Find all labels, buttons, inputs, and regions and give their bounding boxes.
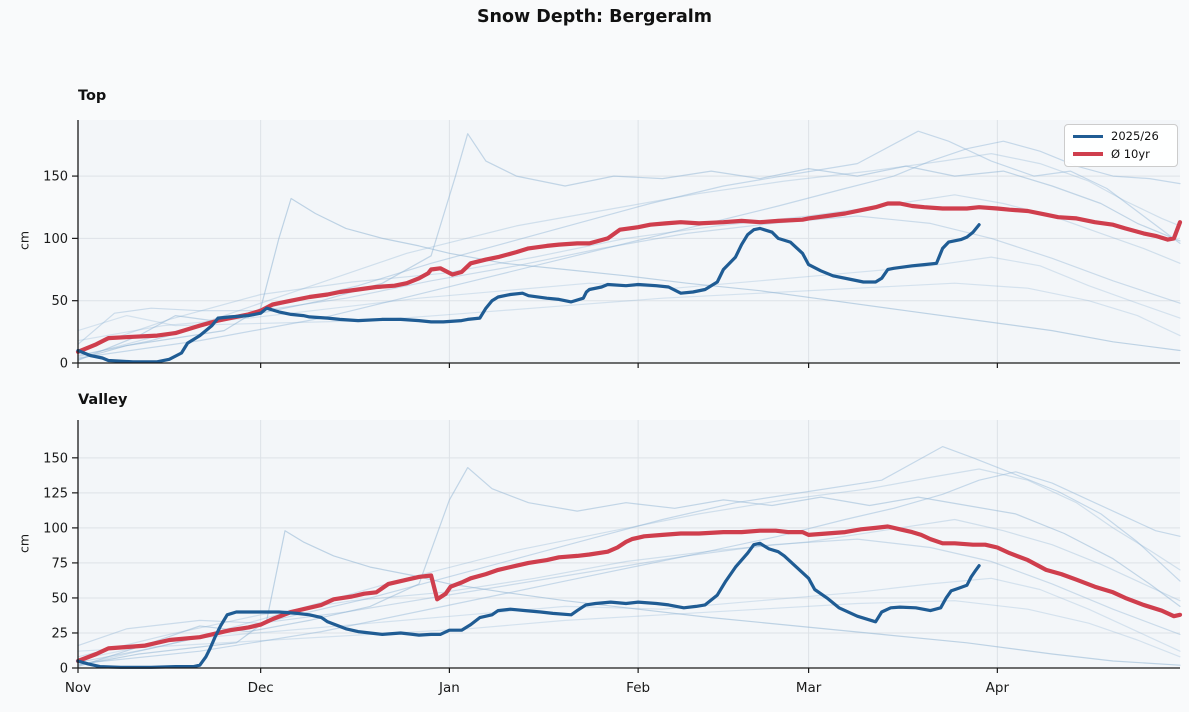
legend-swatch-2025-26-line	[1073, 135, 1103, 139]
history-season-line	[77, 153, 1181, 358]
legend: 2025/26 Ø 10yr	[1064, 124, 1178, 167]
y-axis-label-valley: cm	[16, 533, 32, 554]
history-season-line	[77, 471, 1181, 665]
y-tick-label: 25	[51, 626, 68, 641]
history-season-line	[77, 140, 1181, 359]
y-tick-label: 150	[43, 451, 68, 466]
history-season-line	[77, 530, 1181, 666]
legend-label: 2025/26	[1111, 129, 1159, 143]
page-title: Snow Depth: Bergeralm	[476, 7, 713, 27]
y-tick-label: 150	[43, 170, 68, 185]
x-tick-label: Apr	[986, 680, 1010, 696]
x-tick-label: Nov	[65, 680, 91, 696]
y-tick-label: 100	[43, 521, 68, 536]
history-season-line	[77, 600, 1181, 658]
x-tick-label: Mar	[796, 680, 822, 696]
y-tick-label: 0	[60, 662, 68, 677]
average-line	[75, 524, 1183, 664]
y-tick-label: 50	[51, 591, 68, 606]
plot-area	[78, 120, 1180, 363]
y-tick-label: 0	[60, 357, 68, 372]
legend-swatch-10yr-average-line	[1073, 152, 1103, 157]
current-season-line	[76, 541, 981, 669]
x-tick-label: Dec	[248, 680, 274, 696]
history-season-line	[77, 468, 1181, 666]
subplot-title-top: Top	[78, 88, 107, 104]
history-season-line	[77, 577, 1181, 661]
plot-area	[78, 420, 1180, 668]
subplot-title-valley: Valley	[78, 392, 128, 408]
y-axis-label-top: cm	[16, 230, 32, 251]
legend-item-10yr-average: Ø 10yr	[1073, 146, 1169, 161]
legend-label: Ø 10yr	[1111, 146, 1150, 161]
average-line	[75, 201, 1183, 354]
y-tick-label: 50	[51, 294, 68, 309]
history-season-line	[77, 467, 1181, 668]
y-tick-label: 100	[43, 232, 68, 247]
history-season-line	[77, 538, 1181, 647]
y-tick-label: 75	[51, 556, 68, 571]
x-tick-label: Jan	[438, 680, 460, 696]
history-season-line	[77, 215, 1181, 345]
x-tick-label: Feb	[626, 680, 650, 696]
current-season-line	[76, 223, 981, 364]
y-tick-label: 125	[43, 486, 68, 501]
legend-item-2025-26: 2025/26	[1073, 129, 1169, 143]
